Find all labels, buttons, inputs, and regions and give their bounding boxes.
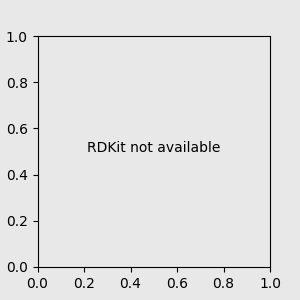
Text: RDKit not available: RDKit not available [87,140,220,154]
